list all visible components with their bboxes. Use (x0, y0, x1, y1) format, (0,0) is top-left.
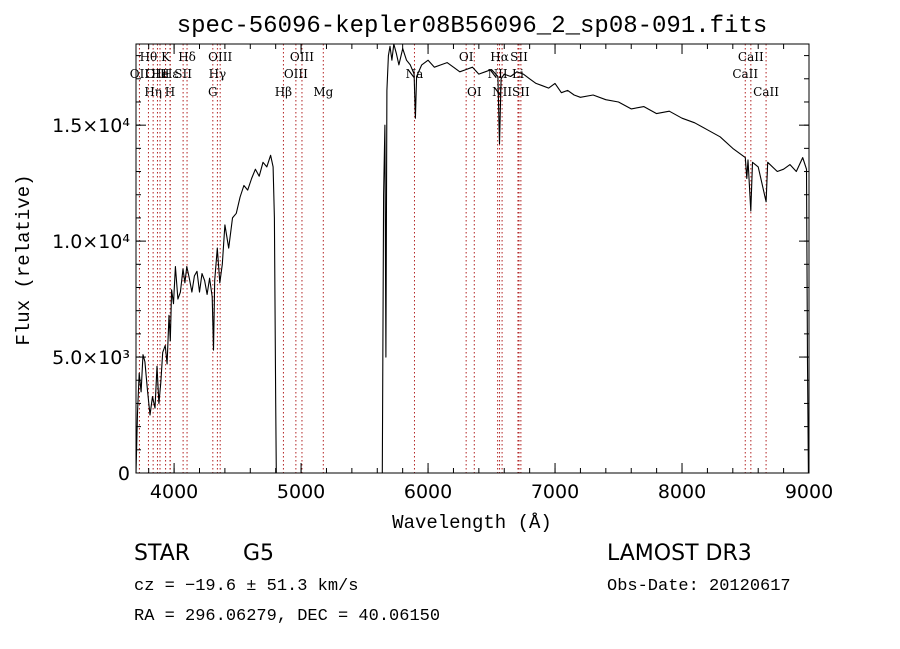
x-tick-label: 8000 (658, 481, 706, 503)
y-tick-label: 5.0×10³ (52, 347, 130, 369)
line-marker-label: OIII (208, 50, 232, 64)
line-marker-label: SII (174, 67, 192, 81)
line-marker-label: CaII (732, 67, 758, 81)
line-marker-label: OI (467, 85, 482, 99)
line-marker-label: SII (510, 50, 528, 64)
line-marker-label: He (151, 67, 169, 81)
spectral-line-labels: OIIHθHηOIIIHeKHHεSIIHδGHγOIIIHβOIIIOIIIM… (130, 50, 779, 99)
plot-frame (135, 43, 810, 474)
y-tick-label: 1.0×10⁴ (52, 231, 130, 253)
line-marker-label: Hε (162, 67, 179, 81)
line-marker-label: Hγ (209, 67, 227, 81)
line-marker-label: K (161, 50, 171, 64)
line-marker-label: SII (512, 85, 530, 99)
line-marker-label: Hδ (178, 50, 196, 64)
line-marker-label: Hα (490, 50, 509, 64)
chart-title: spec-56096-kepler08B56096_2_sp08-091.fit… (177, 13, 768, 40)
line-marker-label: OIII (290, 50, 314, 64)
y-axis: 0 5.0×10³ 1.0×10⁴ 1.5×10⁴ (52, 55, 809, 485)
redshift-text: cz = −19.6 ± 51.3 km/s (134, 577, 358, 596)
x-tick-label: 9000 (785, 481, 833, 503)
x-tick-label: 4000 (150, 481, 198, 503)
line-marker-label: Li (512, 67, 524, 81)
object-class: STAR (134, 541, 190, 566)
line-marker-label: OII (130, 67, 150, 81)
line-marker-label: Hη (144, 85, 162, 99)
y-tick-label: 1.5×10⁴ (52, 115, 130, 137)
x-tick-label: 5000 (277, 481, 325, 503)
line-marker-label: Mg (313, 85, 333, 99)
object-subclass: G5 (243, 541, 274, 566)
line-marker-label: OIII (145, 67, 169, 81)
x-tick-label: 6000 (404, 481, 452, 503)
y-axis-label: Flux (relative) (13, 174, 35, 345)
line-marker-label: G (208, 85, 218, 99)
survey-label: LAMOST DR3 (607, 541, 752, 566)
x-tick-label: 7000 (531, 481, 579, 503)
x-axis: 4000 5000 6000 7000 8000 9000 (148, 44, 833, 503)
x-axis-label: Wavelength (Å) (392, 512, 552, 534)
line-marker-label: Hθ (140, 50, 158, 64)
line-marker-label: CaII (738, 50, 764, 64)
flux-series-line (135, 43, 809, 474)
line-marker-label: OIII (284, 67, 308, 81)
spectral-line-markers (138, 44, 767, 473)
line-marker-label: NII (492, 85, 512, 99)
line-marker-label: Hβ (275, 85, 292, 99)
y-tick-label: 0 (118, 463, 130, 485)
coordinates-text: RA = 296.06279, DEC = 40.06150 (134, 607, 440, 626)
line-marker-label: OI (459, 50, 474, 64)
line-marker-label: H (165, 85, 175, 99)
line-marker-label: CaII (753, 85, 779, 99)
obs-date-text: Obs-Date: 20120617 (607, 577, 791, 596)
